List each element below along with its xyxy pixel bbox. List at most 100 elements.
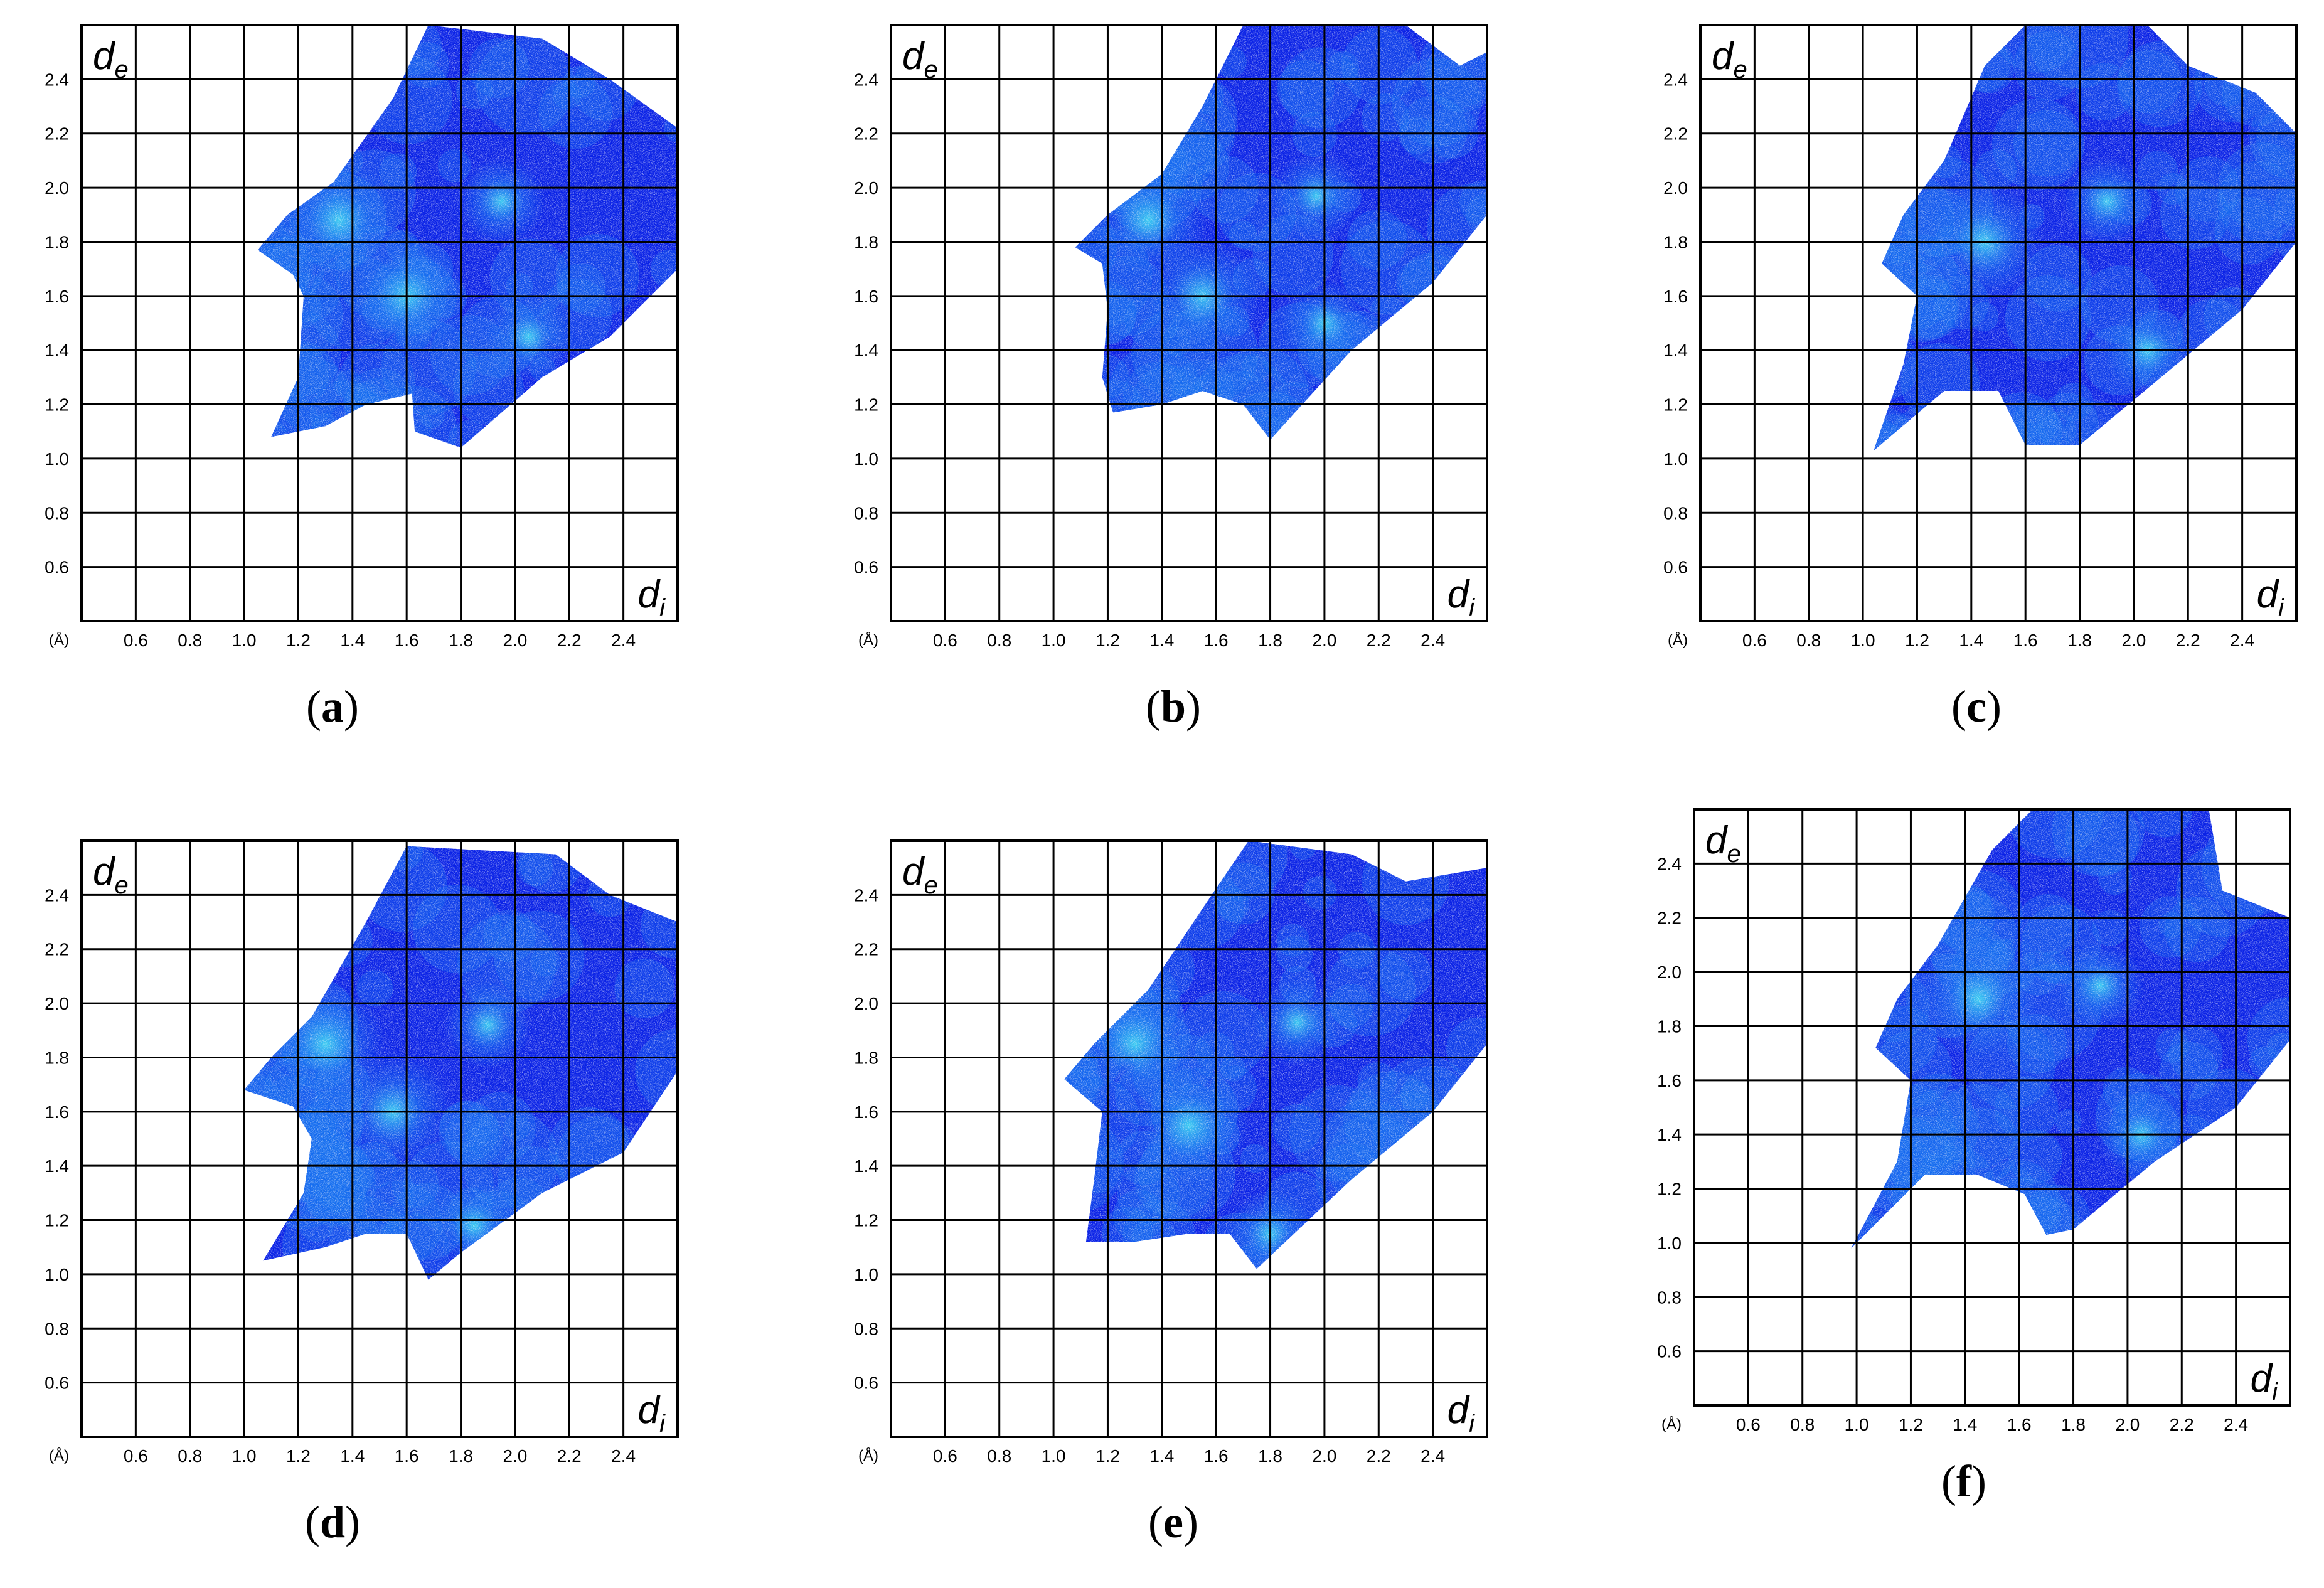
y-tick-label: 2.2	[45, 940, 69, 959]
plot-grid	[891, 841, 1487, 1437]
y-tick-label: 2.0	[45, 178, 69, 198]
y-tick-label: 1.6	[854, 1102, 878, 1122]
x-tick-label: 1.6	[2013, 631, 2038, 650]
y-tick-label: 2.0	[1657, 962, 1682, 982]
x-tick-label: 0.6	[1736, 1415, 1761, 1434]
fingerprint-plot-b: 0.6 0.8 1.0 1.2 1.4 1.6 1.8 2.0 2.2 2.4 0.6 0.8 1.0 1…	[854, 24, 1488, 650]
y-tick-label: 1.6	[854, 287, 878, 306]
density-region	[1874, 25, 2296, 450]
y-tick-label: 0.6	[1663, 558, 1688, 577]
x-tick-label: 1.4	[340, 631, 365, 650]
x-tick-label: 1.0	[1845, 1415, 1869, 1434]
x-tick-label: 1.8	[449, 631, 473, 650]
x-tick-label: 1.8	[449, 1446, 473, 1466]
y-tick-label: 1.0	[1663, 449, 1688, 469]
x-tick-label: 0.6	[933, 1446, 957, 1466]
x-tick-label: 1.4	[1959, 631, 1983, 650]
x-tick-label: 1.4	[1149, 631, 1174, 650]
panel-caption-f: (f)	[1941, 1456, 1986, 1506]
x-tick-label: 1.6	[1204, 631, 1229, 650]
x-tick-label: 1.4	[1953, 1415, 1977, 1434]
y-tick-label: 1.0	[854, 449, 878, 469]
x-tick-label: 0.8	[987, 631, 1011, 650]
x-tick-label: 1.4	[1149, 1446, 1174, 1466]
y-tick-label: 0.6	[1657, 1342, 1682, 1362]
y-tick-label: 2.4	[1663, 70, 1688, 89]
panel-caption-d: (d)	[304, 1497, 360, 1547]
density-region	[1851, 809, 2290, 1249]
y-tick-label: 0.6	[45, 1373, 69, 1393]
x-tick-label: 2.0	[2121, 631, 2146, 650]
axis-unit-label: (Å)	[49, 631, 69, 649]
x-tick-label: 1.2	[286, 631, 311, 650]
plot-frame	[890, 839, 1488, 1438]
x-tick-label: 0.8	[178, 1446, 202, 1466]
x-tick-label: 1.8	[1258, 631, 1282, 650]
y-tick-label: 0.8	[854, 503, 878, 523]
x-tick-label: 2.2	[557, 1446, 582, 1466]
y-tick-label: 1.6	[1657, 1071, 1682, 1090]
y-tick-label: 0.6	[45, 558, 69, 577]
y-tick-label: 2.4	[1657, 854, 1682, 873]
y-axis-label-de: de	[1712, 35, 1747, 83]
y-axis-label-de: de	[93, 35, 129, 83]
y-tick-label: 1.2	[1657, 1180, 1682, 1199]
y-tick-label: 2.0	[854, 994, 878, 1013]
x-tick-label: 1.2	[1899, 1415, 1923, 1434]
y-tick-label: 1.0	[854, 1265, 878, 1284]
y-tick-label: 1.4	[1657, 1125, 1682, 1144]
y-axis-label-de: de	[902, 35, 938, 83]
y-tick-label: 1.4	[854, 341, 878, 360]
plot-grid	[82, 841, 678, 1437]
y-tick-label: 0.8	[1663, 503, 1688, 523]
x-tick-label: 0.6	[933, 631, 957, 650]
y-axis-label-de: de	[902, 850, 938, 899]
x-axis-label-di: di	[638, 573, 666, 622]
y-tick-label: 1.6	[45, 1102, 69, 1122]
y-tick-label: 1.8	[854, 1048, 878, 1067]
plot-frame	[80, 24, 679, 622]
x-tick-label: 1.2	[1095, 631, 1120, 650]
x-tick-label: 1.6	[395, 631, 419, 650]
x-tick-label: 2.0	[503, 1446, 527, 1466]
y-tick-label: 1.6	[45, 287, 69, 306]
y-tick-label: 2.0	[854, 178, 878, 198]
y-tick-label: 1.8	[45, 1048, 69, 1067]
x-tick-label: 1.0	[232, 1446, 257, 1466]
y-tick-label: 1.0	[45, 1265, 69, 1284]
x-tick-label: 1.2	[1905, 631, 1929, 650]
x-tick-label: 2.0	[503, 631, 527, 650]
x-tick-label: 2.0	[1312, 631, 1336, 650]
y-tick-label: 1.6	[1663, 287, 1688, 306]
y-tick-label: 2.4	[45, 885, 69, 905]
x-axis-label-di: di	[2257, 573, 2284, 622]
y-tick-label: 0.8	[45, 1319, 69, 1338]
plot-grid	[1694, 809, 2290, 1405]
fingerprint-plot-f: 0.6 0.8 1.0 1.2 1.4 1.6 1.8 2.0 2.2 2.4 0.6 0.8 1.0 1…	[1657, 808, 2291, 1434]
y-tick-label: 1.8	[45, 232, 69, 252]
x-tick-label: 2.0	[1312, 1446, 1336, 1466]
y-tick-label: 2.4	[854, 885, 878, 905]
y-tick-label: 2.2	[854, 124, 878, 144]
x-tick-label: 1.2	[286, 1446, 311, 1466]
x-tick-label: 2.2	[1367, 631, 1391, 650]
y-tick-label: 1.2	[854, 1211, 878, 1230]
x-tick-label: 2.4	[611, 1446, 636, 1466]
x-tick-label: 2.4	[2230, 631, 2254, 650]
y-axis-label-de: de	[93, 850, 129, 899]
x-tick-label: 0.8	[1796, 631, 1821, 650]
plot-panel-f: 0.6 0.8 1.0 1.2 1.4 1.6 1.8 2.0 2.2 2.4 0.6 0.8 1.0 1…	[1625, 794, 2324, 1521]
y-tick-label: 1.8	[1657, 1016, 1682, 1036]
y-tick-label: 1.8	[1663, 232, 1688, 252]
x-tick-label: 0.8	[1790, 1415, 1815, 1434]
x-tick-label: 2.2	[557, 631, 582, 650]
x-axis-label-di: di	[2251, 1357, 2278, 1406]
y-axis-label-de: de	[1705, 819, 1741, 868]
axis-unit-label: (Å)	[1668, 631, 1688, 649]
x-tick-label: 2.4	[2224, 1415, 2248, 1434]
x-tick-label: 2.2	[1367, 1446, 1391, 1466]
x-tick-label: 2.4	[611, 631, 636, 650]
plot-panel-e: 0.6 0.8 1.0 1.2 1.4 1.6 1.8 2.0 2.2 2.4 0.6 0.8 1.0 1…	[822, 825, 1543, 1553]
y-tick-label: 0.8	[45, 503, 69, 523]
y-tick-label: 1.8	[854, 232, 878, 252]
